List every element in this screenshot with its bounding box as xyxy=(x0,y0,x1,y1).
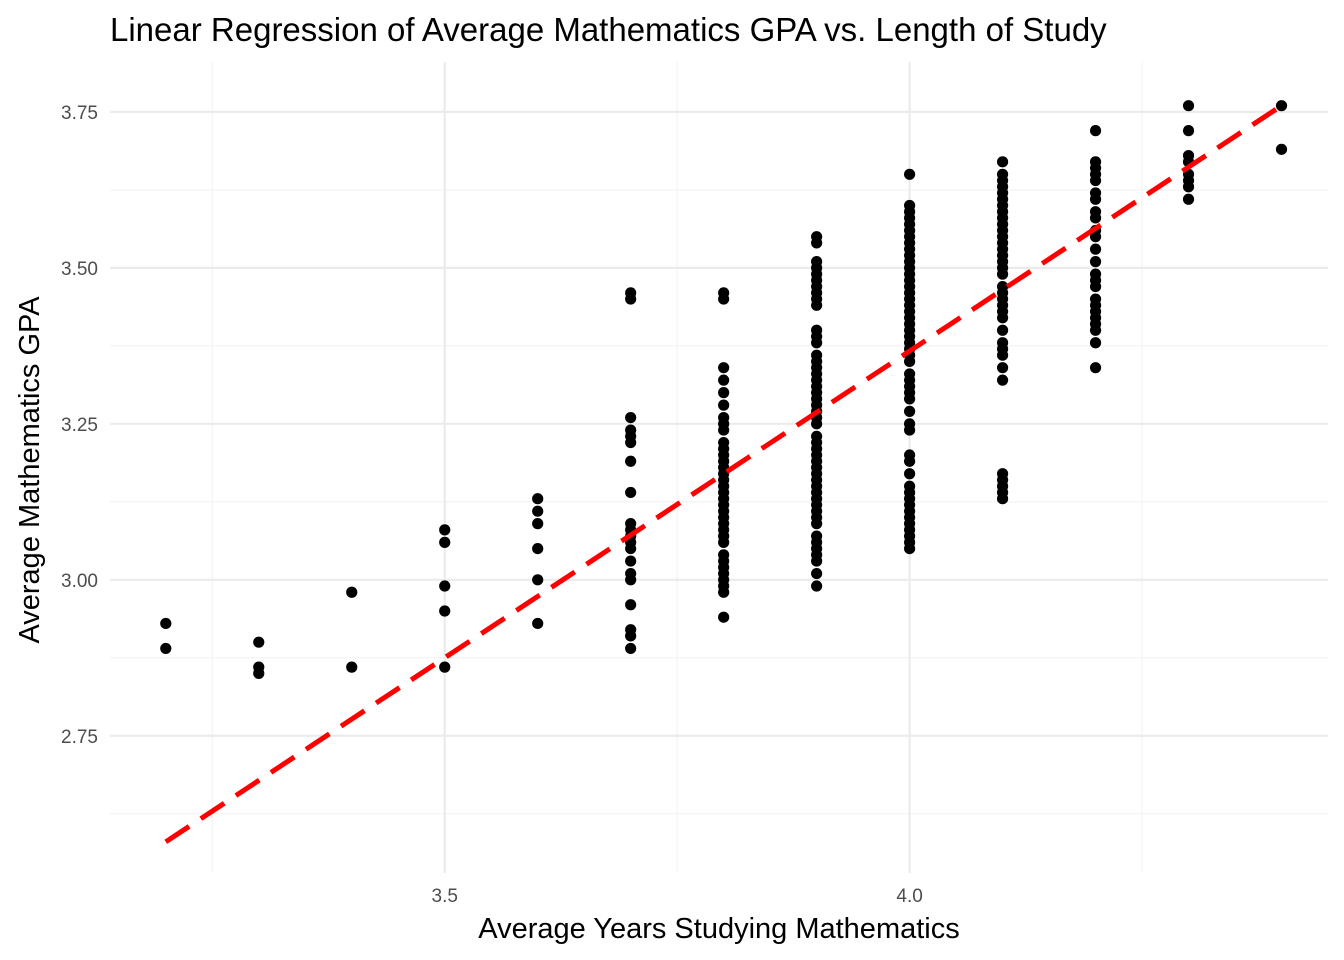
data-point xyxy=(346,586,358,598)
data-point xyxy=(904,405,916,417)
data-point xyxy=(625,630,637,642)
data-point xyxy=(811,567,823,580)
data-point xyxy=(1089,243,1102,255)
data-point xyxy=(625,436,637,449)
data-point xyxy=(1182,181,1195,193)
data-points xyxy=(160,100,1288,679)
data-point xyxy=(625,555,637,567)
data-point xyxy=(811,518,823,530)
data-point xyxy=(718,536,730,548)
data-point xyxy=(1089,231,1102,243)
data-point xyxy=(718,362,730,374)
data-point xyxy=(625,455,637,467)
data-point xyxy=(904,455,916,467)
data-point xyxy=(439,661,451,673)
data-point xyxy=(532,617,544,630)
x-tick-labels: 3.5 4.0 xyxy=(432,886,923,907)
data-point xyxy=(996,324,1009,336)
data-point xyxy=(718,387,730,399)
data-point xyxy=(532,574,544,586)
data-point xyxy=(532,518,544,530)
data-point xyxy=(1275,100,1288,112)
data-point xyxy=(811,337,823,349)
y-tick-label: 3.00 xyxy=(61,571,98,592)
data-point xyxy=(625,599,637,611)
data-point xyxy=(1275,143,1288,155)
data-point xyxy=(718,586,730,598)
data-point xyxy=(718,374,730,386)
data-point xyxy=(625,486,637,499)
data-point xyxy=(625,293,637,305)
data-point xyxy=(1089,337,1102,349)
data-point xyxy=(811,299,823,311)
data-point xyxy=(996,156,1009,168)
data-point xyxy=(996,349,1009,361)
data-point xyxy=(811,580,823,592)
y-tick-label: 3.25 xyxy=(61,415,98,436)
data-point xyxy=(1089,193,1102,205)
data-point xyxy=(1089,256,1102,268)
x-tick-label: 3.5 xyxy=(432,886,458,907)
data-point xyxy=(439,536,451,548)
data-point xyxy=(718,399,730,411)
data-point xyxy=(1089,324,1102,336)
y-tick-label: 2.75 xyxy=(61,727,98,748)
data-point xyxy=(625,411,637,424)
data-point xyxy=(1182,100,1195,112)
data-point xyxy=(1089,362,1102,374)
data-point xyxy=(811,237,823,249)
data-point xyxy=(1089,174,1102,187)
data-point xyxy=(253,636,265,648)
data-point xyxy=(996,374,1009,386)
data-point xyxy=(439,580,451,592)
regression-line-group xyxy=(164,103,1283,844)
data-point xyxy=(718,424,730,436)
data-point xyxy=(253,667,265,679)
data-point xyxy=(532,493,544,505)
y-tick-label: 3.50 xyxy=(61,259,98,280)
data-point xyxy=(1089,212,1102,224)
data-point xyxy=(811,418,823,430)
data-point xyxy=(625,574,637,586)
data-point xyxy=(439,605,451,617)
y-tick-labels: 2.75 3.00 3.25 3.50 3.75 xyxy=(61,103,98,748)
data-point xyxy=(718,293,730,305)
data-point xyxy=(904,393,916,405)
data-point xyxy=(718,611,730,623)
y-tick-label: 3.75 xyxy=(61,103,98,124)
data-point xyxy=(160,617,172,630)
data-point xyxy=(1182,125,1195,137)
chart-title: Linear Regression of Average Mathematics… xyxy=(110,11,1107,48)
data-point xyxy=(532,543,544,555)
y-axis-title: Average Mathematics GPA xyxy=(14,296,46,644)
data-point xyxy=(996,362,1009,374)
data-point xyxy=(904,168,916,180)
data-point xyxy=(1089,280,1102,293)
regression-line xyxy=(164,103,1283,844)
data-point xyxy=(532,505,544,517)
data-point xyxy=(811,555,823,567)
data-point xyxy=(439,524,451,536)
data-point xyxy=(625,642,637,655)
data-point xyxy=(996,493,1009,505)
data-point xyxy=(996,312,1009,324)
data-point xyxy=(996,268,1009,280)
data-point xyxy=(904,424,916,436)
data-point xyxy=(904,355,916,368)
data-point xyxy=(160,642,172,655)
data-point xyxy=(904,543,916,555)
data-point xyxy=(904,468,916,480)
x-axis-title: Average Years Studying Mathematics xyxy=(478,913,959,945)
data-point xyxy=(625,543,637,555)
data-point xyxy=(1182,193,1195,205)
data-point xyxy=(1089,125,1102,137)
data-point xyxy=(346,661,358,673)
x-tick-label: 4.0 xyxy=(896,886,922,907)
